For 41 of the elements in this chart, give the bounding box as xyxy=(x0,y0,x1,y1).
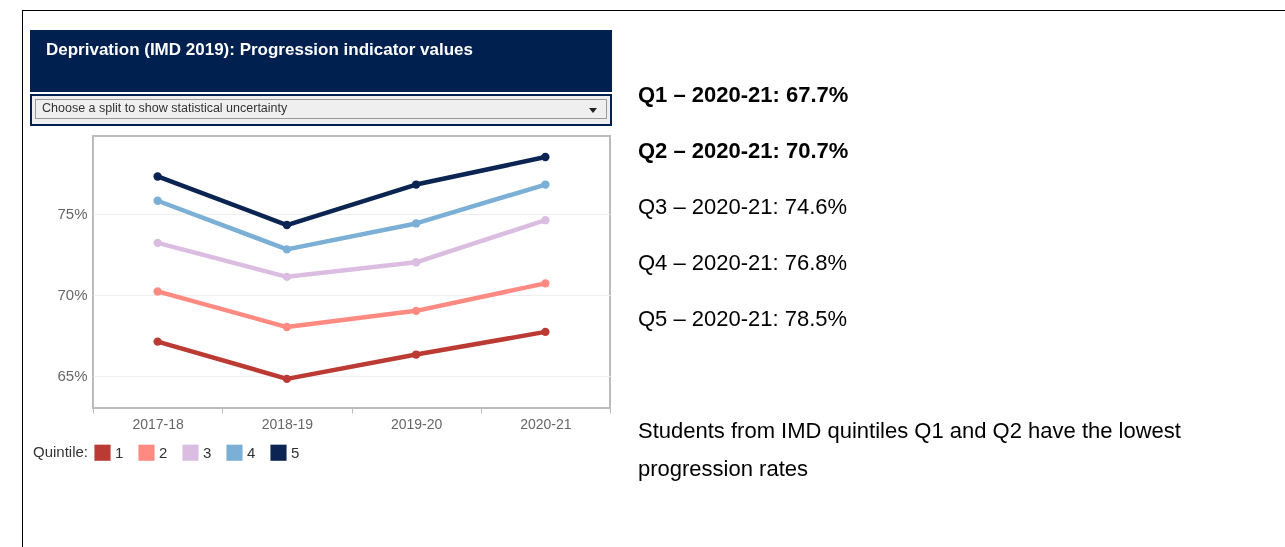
point xyxy=(411,219,421,228)
legend-label: 1 xyxy=(115,443,124,461)
x-tick-label: 2017-18 xyxy=(132,415,185,432)
point xyxy=(541,180,550,189)
point xyxy=(282,374,292,384)
point xyxy=(282,322,292,332)
legend-title: Quintile: xyxy=(33,443,89,460)
point xyxy=(153,238,162,248)
y-tick-label: 70% xyxy=(57,286,88,304)
legend-label: 3 xyxy=(203,443,212,461)
x-tick-label: 2020-21 xyxy=(520,415,572,432)
point xyxy=(541,279,550,288)
point xyxy=(411,258,421,267)
point xyxy=(411,306,421,316)
point xyxy=(282,272,292,282)
x-tick-label: 2019-20 xyxy=(390,415,443,432)
x-tick-label: 2018-19 xyxy=(261,415,314,432)
text: Q2 – 2020-21: 70.7% xyxy=(638,138,849,164)
legend-label: 2 xyxy=(159,443,168,461)
point xyxy=(541,152,550,162)
point xyxy=(153,172,162,181)
text: Students from IMD quintiles Q1 and Q2 have the lowest progression rates xyxy=(638,417,1182,483)
point xyxy=(282,220,292,230)
point xyxy=(541,216,550,225)
point xyxy=(153,196,162,205)
point xyxy=(411,180,421,189)
text: Q5 – 2020-21: 78.5% xyxy=(638,306,848,332)
y-tick-label: 65% xyxy=(57,367,88,385)
point xyxy=(153,337,162,346)
text: Q3 – 2020-21: 74.6% xyxy=(638,194,848,220)
text: Q1 – 2020-21: 67.7% xyxy=(638,82,849,108)
point xyxy=(153,287,162,296)
legend-label: 5 xyxy=(291,443,300,461)
point xyxy=(411,350,421,359)
y-tick-label: 75% xyxy=(57,205,88,223)
text: Choose a split to show statistical uncertainty xyxy=(42,101,288,115)
text: Q4 – 2020-21: 76.8% xyxy=(638,250,848,276)
legend-label: 4 xyxy=(247,443,256,461)
point xyxy=(541,327,550,337)
point xyxy=(282,245,292,254)
chart-title: Deprivation (IMD 2019): Progression indicator values xyxy=(30,30,612,92)
